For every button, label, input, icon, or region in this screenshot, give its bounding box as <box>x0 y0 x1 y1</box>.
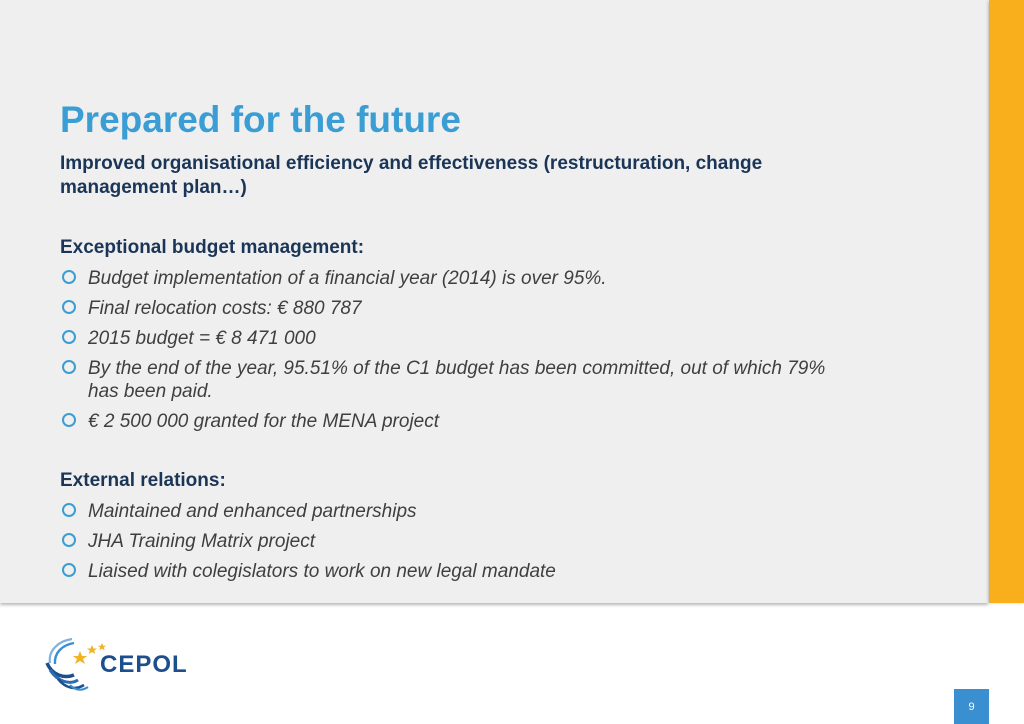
circle-bullet-icon <box>62 360 76 374</box>
slide-content-panel <box>0 0 988 603</box>
bullet-text: By the end of the year, 95.51% of the C1… <box>88 358 826 402</box>
circle-bullet-icon <box>62 413 76 427</box>
cepol-logo-graphic <box>45 637 106 691</box>
cepol-logo-wordmark: CEPOL <box>100 651 188 678</box>
bullet-text: 2015 budget = € 8 471 000 <box>88 328 316 349</box>
section-external-relations: External relations: Maintained and enhan… <box>60 469 860 583</box>
circle-bullet-icon <box>62 563 76 577</box>
bullet-text: JHA Training Matrix project <box>88 531 316 552</box>
section-heading: Exceptional budget management: <box>60 237 365 258</box>
slide-title: Prepared for the future <box>60 99 461 140</box>
bullet-list: Maintained and enhanced partnerships JHA… <box>60 500 860 583</box>
bullet-item: Liaised with colegislators to work on ne… <box>60 560 860 583</box>
circle-bullet-icon <box>62 503 76 517</box>
bullet-text: Final relocation costs: € 880 787 <box>88 298 362 319</box>
bullet-item: JHA Training Matrix project <box>60 530 860 553</box>
section-budget: Exceptional budget management: Budget im… <box>60 236 860 433</box>
bullet-text: Liaised with colegislators to work on ne… <box>88 561 556 582</box>
circle-bullet-icon <box>62 533 76 547</box>
page-number-badge: 9 <box>954 689 989 724</box>
cepol-logo: CEPOL <box>44 633 214 693</box>
bullet-item: Maintained and enhanced partnerships <box>60 500 860 523</box>
bullet-item: Final relocation costs: € 880 787 <box>60 297 860 320</box>
bullet-text: Budget implementation of a financial yea… <box>88 268 607 289</box>
bullet-item: By the end of the year, 95.51% of the C1… <box>60 357 860 403</box>
accent-bar <box>989 0 1024 603</box>
section-heading: External relations: <box>60 470 226 491</box>
bullet-item: € 2 500 000 granted for the MENA project <box>60 410 860 433</box>
bullet-text: € 2 500 000 granted for the MENA project <box>88 411 440 432</box>
bullet-list: Budget implementation of a financial yea… <box>60 267 860 433</box>
bullet-item: Budget implementation of a financial yea… <box>60 267 860 290</box>
slide-subtitle: Improved organisational efficiency and e… <box>60 153 763 198</box>
bullet-item: 2015 budget = € 8 471 000 <box>60 327 860 350</box>
circle-bullet-icon <box>62 300 76 314</box>
bullet-text: Maintained and enhanced partnerships <box>88 501 417 522</box>
circle-bullet-icon <box>62 270 76 284</box>
circle-bullet-icon <box>62 330 76 344</box>
slide-body: Improved organisational efficiency and e… <box>60 152 860 583</box>
